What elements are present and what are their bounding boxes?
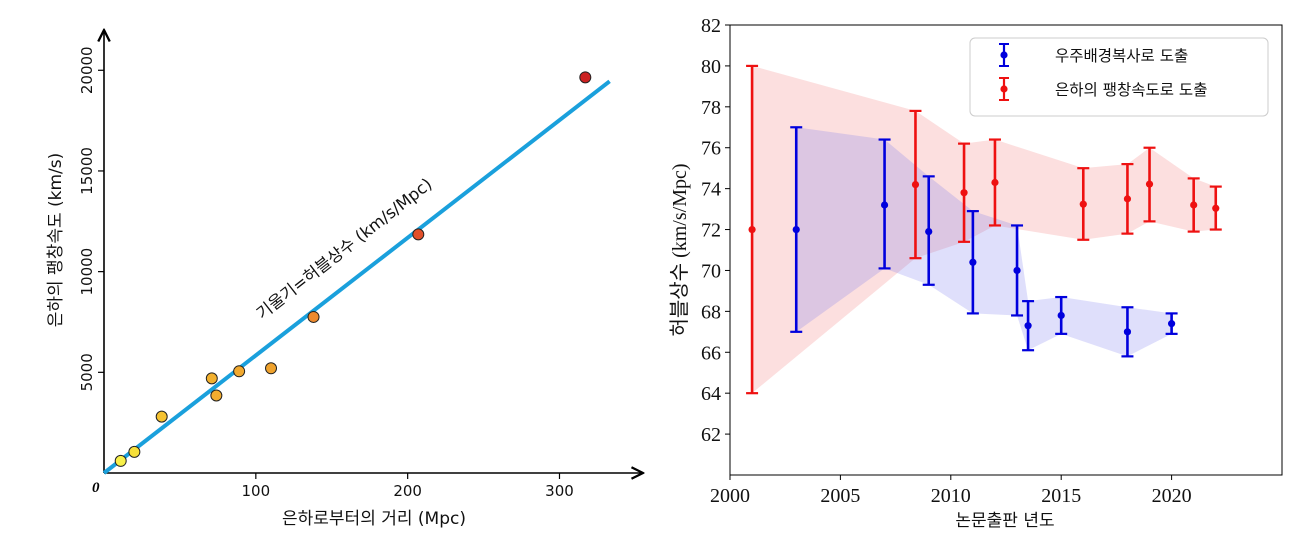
error-bar: [922, 175, 935, 286]
error-bar: [1022, 300, 1035, 352]
tick-labels: 100 200 300 5000 10000 15000 20000: [78, 46, 574, 500]
data-point: [880, 201, 889, 209]
error-bar: [790, 126, 803, 333]
y-tick-label: 68: [701, 301, 721, 323]
legend-label-galaxy: 은하의 팽창속도로 도출: [1055, 81, 1207, 99]
x-tick-label: 2020: [1152, 485, 1192, 507]
legend: 우주배경복사로 도출 은하의 팽창속도로 도출: [969, 37, 1269, 117]
error-bar: [1209, 185, 1222, 231]
galaxy-point: [128, 445, 141, 458]
error-bar: [1077, 167, 1090, 241]
data-point: [960, 189, 968, 197]
error-bar: [1011, 224, 1024, 317]
data-point: [1190, 201, 1198, 209]
data-point: [1057, 311, 1065, 320]
galaxy-points: [114, 71, 592, 467]
y-tick-label: 82: [701, 15, 721, 37]
error-bars: [746, 64, 1222, 395]
y-tick-label: 62: [701, 424, 721, 446]
x-tick-label: 100: [242, 482, 271, 500]
error-bar: [746, 64, 759, 395]
uncertainty-band: [796, 127, 1172, 357]
galaxy-point: [233, 365, 246, 378]
data-point: [792, 225, 800, 234]
legend-label-cmb: 우주배경복사로 도출: [1055, 47, 1188, 65]
uncertainty-band: [752, 65, 1216, 394]
data-point: [911, 180, 920, 189]
y-tick-label: 74: [701, 179, 721, 201]
data-point: [991, 178, 999, 187]
data-point: [1079, 200, 1087, 208]
error-bar: [1187, 177, 1200, 233]
origin-label: 0: [92, 480, 100, 496]
y-tick-label: 72: [701, 220, 721, 242]
y-tick-label: 5000: [78, 353, 96, 391]
legend-marker: [999, 43, 1009, 67]
x-tick-label: 200: [393, 482, 422, 500]
legend-dot: [1000, 85, 1008, 93]
data-point: [748, 225, 756, 234]
y-tick-label: 80: [701, 56, 721, 78]
tick-marks: [98, 69, 561, 479]
slope-annotation: 기울기=허블상수 (km/s/Mpc): [253, 174, 436, 323]
y-tick-label: 76: [701, 138, 721, 160]
data-point: [1123, 195, 1132, 203]
galaxy-point: [205, 372, 218, 385]
legend-box: [969, 37, 1269, 117]
data-point: [1168, 320, 1176, 328]
x-tick-label: 2015: [1041, 485, 1081, 507]
data-point: [925, 227, 933, 236]
y-tick-label: 10000: [78, 248, 96, 296]
x-axis-title: 논문출판 년도: [955, 511, 1054, 531]
y-tick-label: 64: [701, 383, 721, 405]
x-tick-label: 2010: [931, 485, 971, 507]
error-bar: [878, 138, 891, 270]
y-axis-title: 은하의 팽창속도 (km/s): [46, 153, 66, 328]
legend-markers: [999, 43, 1009, 101]
y-tick-label: 70: [701, 260, 721, 282]
error-bar: [958, 142, 971, 243]
galaxy-point: [265, 362, 278, 375]
galaxy-point: [412, 228, 425, 241]
y-tick-label: 15000: [78, 147, 96, 195]
hubble-diagram: 100 200 300 5000 10000 15000 20000 0 기울기=허블상수 …: [46, 30, 643, 529]
data-point: [1013, 266, 1021, 275]
galaxy-point: [155, 410, 168, 423]
tick-labels: 2000 2005 2010 2015 2020 62 64 66 68 70 72 74 76 78 80…: [701, 15, 1192, 507]
legend-dot: [1000, 51, 1008, 59]
galaxy-point: [579, 71, 592, 84]
error-bar: [1121, 162, 1134, 235]
galaxy-point: [114, 454, 127, 467]
data-point: [1123, 328, 1132, 336]
data-point: [1145, 180, 1154, 188]
error-bar: [988, 138, 1001, 227]
uncertainty-bands: [752, 65, 1216, 394]
error-bar: [966, 210, 979, 315]
error-bar: [1055, 295, 1068, 335]
x-tick-label: 2000: [710, 485, 750, 507]
error-bar: [1143, 146, 1156, 223]
error-bar: [1165, 312, 1178, 335]
y-tick-label: 20000: [78, 46, 96, 94]
data-point: [1212, 204, 1220, 212]
galaxy-point: [307, 310, 320, 323]
data-point: [969, 258, 977, 266]
y-tick-label: 78: [701, 97, 721, 119]
hubble-constant-chart: 2000 2005 2010 2015 2020 62 64 66 68 70 72 74 76 78 80…: [668, 15, 1283, 531]
x-tick-label: 300: [545, 482, 574, 500]
x-axis-title: 은하로부터의 거리 (Mpc): [282, 509, 466, 529]
y-tick-label: 66: [701, 342, 721, 364]
error-bar: [909, 109, 922, 260]
legend-marker: [999, 77, 1009, 101]
error-bar: [1121, 306, 1134, 358]
data-point: [1024, 322, 1032, 330]
x-tick-label: 2005: [820, 485, 860, 507]
tick-marks: [725, 24, 1173, 480]
galaxy-point: [210, 389, 223, 402]
fit-line: [102, 79, 611, 475]
y-axis-title: 허블상수 (km/s/Mpc): [668, 163, 691, 336]
